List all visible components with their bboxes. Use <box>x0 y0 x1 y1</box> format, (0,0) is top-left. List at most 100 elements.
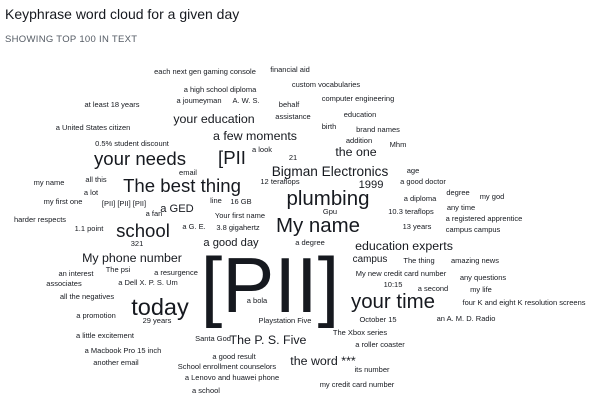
word-cloud-term: 16 GB <box>230 197 251 206</box>
word-cloud-term: at least 18 years <box>84 100 139 109</box>
word-cloud-term: 0.5% student discount <box>95 139 170 148</box>
word-cloud-term: The psi <box>106 265 131 274</box>
word-cloud-term: 10.3 teraflops <box>388 207 434 216</box>
word-cloud-term: harder respects <box>14 215 66 224</box>
word-cloud-term: all this <box>85 175 107 184</box>
word-cloud-term: [PII] [PII] [PII] <box>102 199 146 208</box>
word-cloud-term: 13 years <box>403 222 432 231</box>
word-cloud-term: a lot <box>84 188 99 197</box>
word-cloud-term: Bigman Electronics <box>272 164 389 179</box>
word-cloud-term: campus <box>353 254 388 265</box>
word-cloud-term: my name <box>34 178 65 187</box>
word-cloud-term: computer engineering <box>322 94 395 103</box>
word-cloud-term: any time <box>447 203 475 212</box>
word-cloud-term: a good doctor <box>400 177 446 186</box>
word-cloud-term: education <box>344 110 377 119</box>
word-cloud-term: associates <box>46 279 82 288</box>
chart-header: Keyphrase word cloud for a given day SHO… <box>5 6 239 45</box>
word-cloud-term: a fan <box>146 209 163 218</box>
word-cloud-term: a United States citizen <box>56 123 131 132</box>
word-cloud-term: custom vocabularies <box>292 80 361 89</box>
word-cloud-term: your time <box>351 290 435 313</box>
word-cloud-term: a Macbook Pro 15 inch <box>85 346 162 355</box>
word-cloud-term: [PII <box>218 147 246 168</box>
word-cloud-term: a little excitement <box>76 331 135 340</box>
word-cloud-term: an interest <box>58 269 94 278</box>
word-cloud-term: a look <box>252 145 272 154</box>
word-cloud-term: my god <box>480 192 505 201</box>
word-cloud-term: 1999 <box>359 179 384 191</box>
word-cloud-term: a good day <box>203 237 259 249</box>
word-cloud-term: brand names <box>356 125 400 134</box>
word-cloud-term: a degree <box>295 238 325 247</box>
word-cloud-term: The P. S. Five <box>230 333 307 347</box>
word-cloud-term: School enrollment counselors <box>178 362 277 371</box>
word-cloud-term: a Lenovo and huawei phone <box>185 373 279 382</box>
word-cloud-term: each next gen gaming console <box>154 67 256 76</box>
word-cloud-term: the word *** <box>290 354 356 368</box>
word-cloud-term: [PII] <box>201 241 340 329</box>
word-cloud-term: my first one <box>44 197 83 206</box>
word-cloud-term: a roller coaster <box>355 340 405 349</box>
word-cloud-term: A. W. S. <box>232 96 259 105</box>
word-cloud-term: another email <box>93 358 139 367</box>
word-cloud-term: My new credit card number <box>356 269 447 278</box>
word-cloud-term: financial aid <box>270 65 310 74</box>
word-cloud-term: my credit card number <box>320 380 395 389</box>
word-cloud-term: line <box>210 196 222 205</box>
word-cloud-term: Gpu <box>323 207 337 216</box>
word-cloud-term: 10:15 <box>384 280 403 289</box>
word-cloud-term: an A. M. D. Radio <box>437 314 496 323</box>
word-cloud-term: Your first name <box>215 211 265 220</box>
word-cloud-term: a school <box>192 386 220 395</box>
word-cloud-term: Playstation Five <box>259 316 312 325</box>
word-cloud-term: a registered apprentice <box>446 214 523 223</box>
word-cloud-term: school <box>116 220 170 241</box>
word-cloud-term: your needs <box>94 148 186 169</box>
word-cloud-term: The best thing <box>123 175 241 196</box>
word-cloud-term: campus campus <box>446 225 501 234</box>
word-cloud-term: a resurgence <box>154 268 198 277</box>
chart-subtitle: SHOWING TOP 100 IN TEXT <box>5 34 138 45</box>
word-cloud-term: 1.1 point <box>75 224 105 233</box>
word-cloud-term: any questions <box>460 273 507 282</box>
word-cloud-term: all the negatives <box>60 292 114 301</box>
word-cloud-term: The thing <box>403 256 434 265</box>
word-cloud-term: a Dell X. P. S. Um <box>118 278 177 287</box>
word-cloud-term: addition <box>346 136 372 145</box>
word-cloud-term: its number <box>354 365 390 374</box>
word-cloud-term: four K and eight K resolution screens <box>463 298 586 307</box>
word-cloud-term: a GED <box>160 203 193 215</box>
word-cloud-term: education experts <box>355 239 453 253</box>
word-cloud-term: 29 years <box>143 316 172 325</box>
word-cloud-term: assistance <box>275 112 310 121</box>
word-cloud-term: a bola <box>247 296 268 305</box>
word-cloud-term: a G. E. <box>182 222 205 231</box>
word-cloud-term: The Xbox series <box>333 328 387 337</box>
word-cloud-term: the one <box>335 145 376 159</box>
word-cloud-term: 21 <box>289 153 297 162</box>
word-cloud-term: 12 teraflops <box>260 177 299 186</box>
word-cloud-term: a high school diploma <box>184 85 257 94</box>
word-cloud-term: birth <box>322 122 337 131</box>
word-cloud-term: Santa God <box>195 334 231 343</box>
word-cloud-term: behalf <box>279 100 300 109</box>
word-cloud-term: a good result <box>212 352 256 361</box>
word-cloud-term: my life <box>470 285 492 294</box>
word-cloud-term: a few moments <box>213 129 297 143</box>
word-cloud-term: 321 <box>131 239 144 248</box>
word-cloud-term: My name <box>276 214 360 237</box>
word-cloud-term: your education <box>173 112 254 126</box>
word-cloud-term: age <box>407 166 420 175</box>
word-cloud-term: today <box>131 294 189 320</box>
word-cloud-term: a promotion <box>76 311 116 320</box>
word-cloud-term: email <box>179 168 197 177</box>
word-cloud-term: a joumeyman <box>176 96 221 105</box>
word-cloud-term: a second <box>418 284 448 293</box>
word-cloud-term: a diploma <box>404 194 437 203</box>
chart-title: Keyphrase word cloud for a given day <box>5 6 240 22</box>
word-cloud-term: degree <box>446 188 469 197</box>
word-cloud-term: plumbing <box>287 187 370 210</box>
word-cloud-term: My phone number <box>82 251 182 265</box>
word-cloud-term: Mhm <box>390 140 407 149</box>
